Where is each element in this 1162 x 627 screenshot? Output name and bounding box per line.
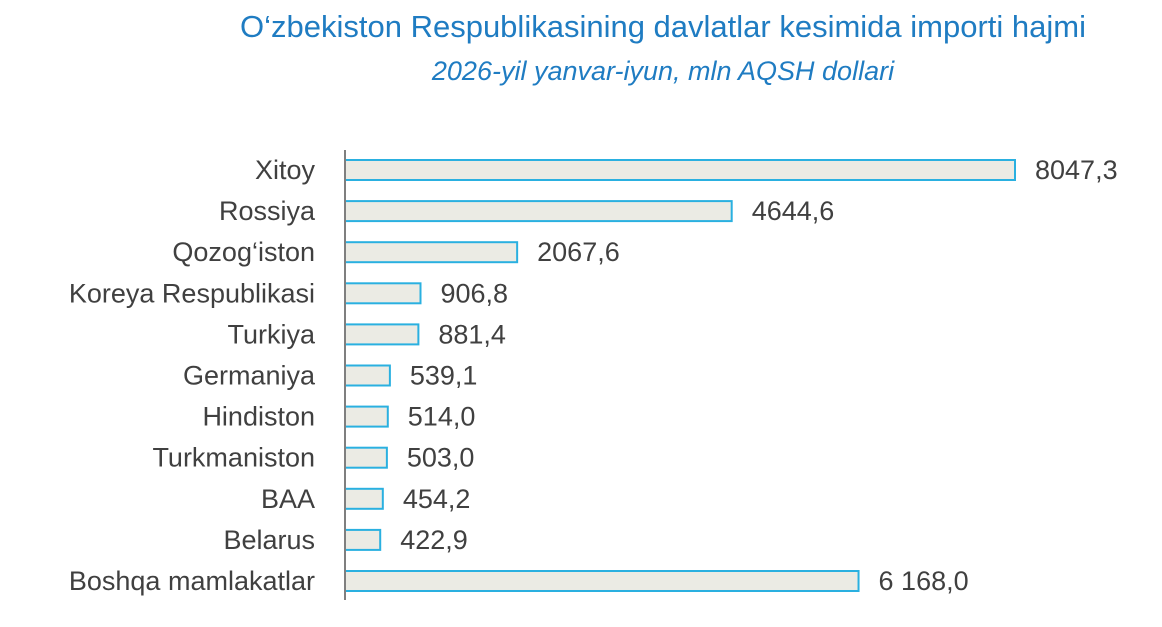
- bar: [344, 159, 1016, 181]
- category-label: Turkiya: [227, 319, 315, 349]
- bar: [344, 241, 519, 264]
- data-label: 8047,3: [1035, 155, 1118, 185]
- bar: [344, 487, 384, 510]
- data-label: 503,0: [407, 443, 475, 473]
- category-label: Belarus: [223, 525, 315, 555]
- bar: [344, 570, 860, 592]
- chart-subtitle: 2026-yil yanvar-iyun, mln AQSH dollari: [431, 56, 895, 86]
- bar: [344, 528, 382, 551]
- data-label: 539,1: [410, 361, 478, 391]
- chart-title: O‘zbekiston Respublikasining davlatlar k…: [240, 9, 1086, 44]
- bar: [344, 282, 422, 305]
- category-label: Hindiston: [202, 402, 315, 432]
- category-label: Qozog‘iston: [172, 237, 315, 267]
- category-label: BAA: [261, 484, 315, 514]
- category-label: Koreya Respublikasi: [69, 278, 315, 308]
- data-label: 881,4: [438, 319, 506, 349]
- bar: [344, 405, 389, 428]
- bar: [344, 364, 391, 387]
- data-label: 6 168,0: [879, 566, 969, 596]
- bar: [344, 323, 420, 346]
- category-label: Xitoy: [255, 155, 316, 185]
- data-label: 2067,6: [537, 237, 620, 267]
- data-label: 422,9: [400, 525, 468, 555]
- category-label: Turkmaniston: [152, 443, 315, 473]
- bar: [344, 200, 733, 223]
- category-label: Rossiya: [219, 196, 316, 226]
- data-label: 906,8: [440, 278, 508, 308]
- bar: [344, 446, 388, 469]
- data-label: 4644,6: [752, 196, 835, 226]
- labels-layer: Xitoy 8047,3 Rossiya 4644,6 Qozog‘iston 2067,…: [69, 155, 1118, 596]
- category-label: Boshqa mamlakatlar: [69, 566, 315, 596]
- data-label: 454,2: [403, 484, 471, 514]
- data-label: 514,0: [408, 402, 476, 432]
- category-label: Germaniya: [183, 361, 316, 391]
